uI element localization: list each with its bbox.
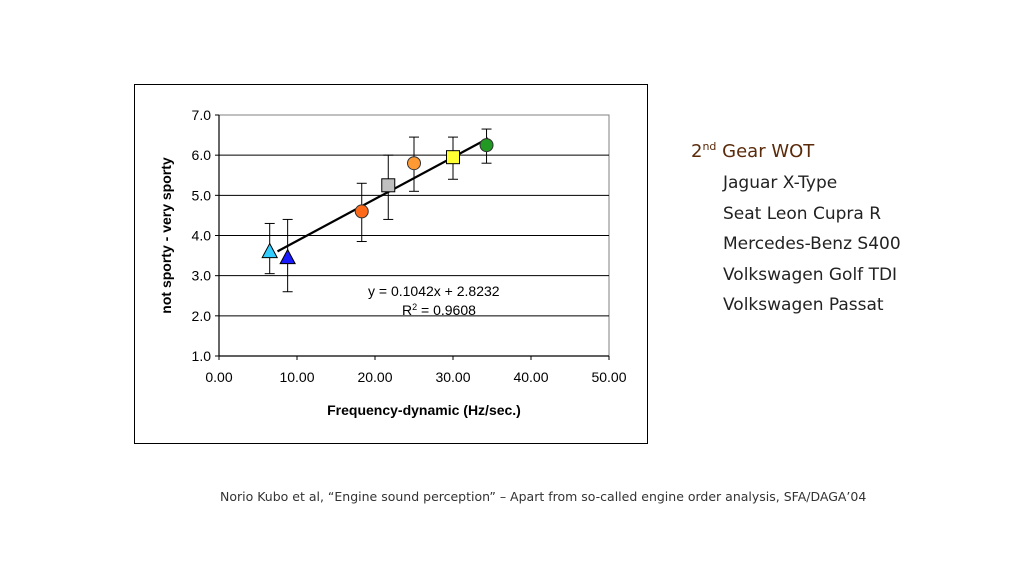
y-tick-label: 2.0 xyxy=(192,308,212,324)
x-tick-label: 30.00 xyxy=(435,369,470,385)
y-tick-label: 3.0 xyxy=(192,268,212,284)
x-tick-label: 50.00 xyxy=(591,369,626,385)
legend-item-mercedes: Mercedes-Benz S400 xyxy=(723,234,901,254)
y-tick-label: 6.0 xyxy=(192,147,212,163)
legend-item-seat: Seat Leon Cupra R xyxy=(723,203,882,224)
y-tick-label: 1.0 xyxy=(192,348,212,364)
x-tick-label: 10.00 xyxy=(279,369,314,385)
chart-frame: 1.0 2.0 3.0 4.0 5.0 6.0 7.0 0.00 10.00 20.00 30.00… xyxy=(134,84,648,444)
x-tick-label: 40.00 xyxy=(513,369,548,385)
y-axis-title: not sporty - very sporty xyxy=(158,157,174,314)
scatter-chart: 1.0 2.0 3.0 4.0 5.0 6.0 7.0 0.00 10.00 20.00 30.00… xyxy=(158,107,627,418)
legend-item-jaguar: Jaguar X-Type xyxy=(723,173,838,193)
y-tick-label: 5.0 xyxy=(192,187,212,203)
x-axis-title: Frequency-dynamic (Hz/sec.) xyxy=(327,402,521,418)
citation: Norio Kubo et al, “Engine sound percepti… xyxy=(220,489,867,504)
legend-title-text: Gear WOT xyxy=(716,141,815,162)
legend-item-golf: Volkswagen Golf TDI xyxy=(723,264,898,285)
data-point-square xyxy=(446,150,460,165)
x-tick-label: 0.00 xyxy=(205,369,232,385)
legend-title: 2nd Gear WOT xyxy=(691,140,901,162)
legend: 2nd Gear WOT Jaguar X-Type Seat Leon Cup… xyxy=(691,140,901,321)
legend-title-number: 2 xyxy=(691,141,703,162)
y-tick-label: 4.0 xyxy=(192,228,212,244)
y-tick-label: 7.0 xyxy=(192,107,212,123)
r-squared-label: R2 = 0.9608 xyxy=(402,302,476,318)
legend-item-passat: Volkswagen Passat xyxy=(723,295,884,315)
data-point-circle xyxy=(407,156,421,171)
legend-title-suffix: nd xyxy=(702,140,717,153)
data-point-square xyxy=(381,178,396,193)
trendline-equation: y = 0.1042x + 2.8232 xyxy=(368,283,500,299)
data-point-circle xyxy=(354,204,369,219)
data-point-triangle xyxy=(279,248,296,265)
data-point-triangle xyxy=(261,242,279,259)
data-point-circle xyxy=(479,138,494,153)
x-tick-label: 20.00 xyxy=(357,369,392,385)
